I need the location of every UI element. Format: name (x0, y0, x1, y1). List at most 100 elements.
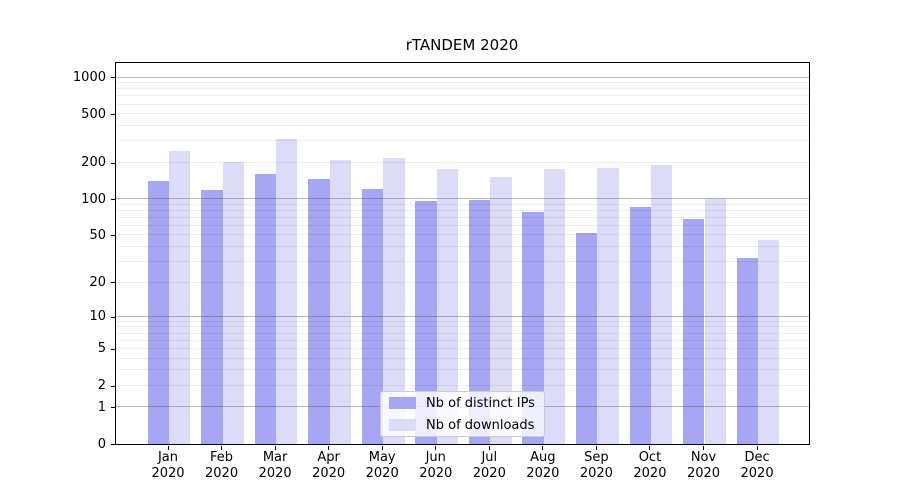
gridline-800 (115, 88, 809, 90)
y-tick-label: 20 (89, 274, 106, 290)
legend-item-distinct-ips: Nb of distinct IPs (389, 396, 544, 411)
bar-downloads-mar (276, 139, 298, 444)
gridline-5 (115, 347, 809, 349)
year-label: 2020 (419, 466, 453, 481)
bar-downloads-dec (758, 240, 780, 444)
y-tick (110, 444, 115, 445)
month-label: Sep (584, 450, 609, 465)
y-tick-label: 1000 (72, 69, 106, 85)
gridline-1000 (115, 76, 809, 78)
legend-swatch-distinct-ips (389, 397, 416, 409)
month-label: Apr (317, 450, 340, 465)
gridline-300 (115, 140, 809, 142)
x-tick-label-mar: Mar 2020 (243, 450, 307, 482)
bar-distinct-ips-jan (147, 181, 169, 444)
gridline-8 (115, 326, 809, 328)
x-tick (703, 445, 704, 450)
legend: Nb of distinct IPs Nb of downloads (380, 391, 545, 437)
legend-label: Nb of downloads (426, 417, 535, 433)
year-label: 2020 (526, 466, 560, 481)
gridline-50 (115, 234, 809, 236)
bar-distinct-ips-aug (522, 212, 544, 444)
x-tick-label-nov: Nov 2020 (672, 450, 736, 482)
year-label: 2020 (258, 466, 292, 481)
gridline-30 (115, 260, 809, 262)
chart-title: rTANDEM 2020 (405, 36, 519, 54)
bar-distinct-ips-nov (683, 218, 705, 444)
year-label: 2020 (151, 466, 185, 481)
x-tick-label-sep: Sep 2020 (564, 450, 628, 482)
bar-downloads-nov (704, 198, 726, 444)
bar-downloads-may (383, 158, 405, 444)
month-label: Feb (210, 450, 234, 465)
y-tick (110, 199, 115, 201)
gridline-2 (115, 384, 809, 386)
y-tick (110, 235, 115, 237)
y-tick (110, 114, 115, 116)
gridline-500 (115, 113, 809, 115)
year-label: 2020 (633, 466, 667, 481)
legend-item-downloads: Nb of downloads (389, 418, 544, 433)
year-label: 2020 (740, 466, 774, 481)
gridline-200 (115, 161, 809, 163)
y-tick (110, 348, 115, 350)
x-tick (435, 445, 437, 450)
month-label: Jun (425, 450, 446, 465)
bar-downloads-sep (597, 168, 619, 444)
legend-swatch-downloads (389, 419, 416, 431)
month-label: Oct (638, 450, 662, 465)
bar-downloads-jul (490, 177, 512, 444)
y-tick-label: 10 (89, 309, 106, 325)
gridline-90 (115, 203, 809, 205)
x-tick-label-aug: Aug 2020 (511, 450, 575, 482)
x-tick (381, 445, 383, 450)
y-tick (110, 407, 115, 409)
gridline-6 (115, 339, 809, 341)
y-tick-label: 5 (97, 341, 106, 357)
month-label: Aug (530, 450, 556, 465)
bar-downloads-jun (436, 168, 459, 444)
x-tick-label-jan: Jan 2020 (136, 450, 200, 482)
month-label: Dec (744, 450, 770, 465)
bar-distinct-ips-sep (576, 232, 598, 444)
bar-distinct-ips-jul (468, 199, 491, 444)
month-label: Nov (690, 450, 717, 465)
y-tick (110, 77, 115, 79)
x-tick-label-apr: Apr 2020 (297, 450, 361, 482)
x-tick (328, 445, 330, 450)
x-tick-label-oct: Oct 2020 (618, 450, 682, 482)
y-tick-label: 1 (97, 399, 106, 415)
bar-downloads-apr (329, 159, 352, 444)
x-tick (649, 445, 651, 450)
year-label: 2020 (205, 466, 239, 481)
bar-downloads-jan (169, 151, 191, 444)
year-label: 2020 (365, 466, 399, 481)
bar-distinct-ips-jun (415, 200, 437, 444)
x-tick (756, 445, 758, 450)
bar-downloads-oct (650, 164, 673, 444)
y-tick-label: 2 (97, 378, 106, 394)
y-tick-label: 0 (97, 436, 106, 452)
plot-area (114, 61, 810, 445)
bar-distinct-ips-mar (254, 173, 277, 444)
year-label: 2020 (686, 466, 721, 481)
x-tick (595, 445, 597, 450)
gridline-3 (115, 369, 809, 371)
month-label: Mar (262, 450, 288, 465)
month-label: May (368, 450, 396, 465)
bar-downloads-feb (222, 161, 244, 444)
y-tick (110, 282, 115, 284)
year-label: 2020 (312, 466, 346, 481)
gridline-400 (115, 125, 809, 127)
bar-distinct-ips-apr (308, 178, 330, 444)
gridline-600 (115, 103, 809, 105)
year-label: 2020 (472, 466, 506, 481)
x-tick-label-jul: Jul 2020 (457, 450, 521, 482)
y-tick (110, 162, 115, 164)
y-tick-label: 100 (81, 191, 106, 207)
y-tick-label: 200 (81, 155, 106, 171)
bar-distinct-ips-may (361, 189, 384, 444)
x-tick (542, 445, 544, 450)
y-tick-label: 50 (89, 227, 106, 243)
